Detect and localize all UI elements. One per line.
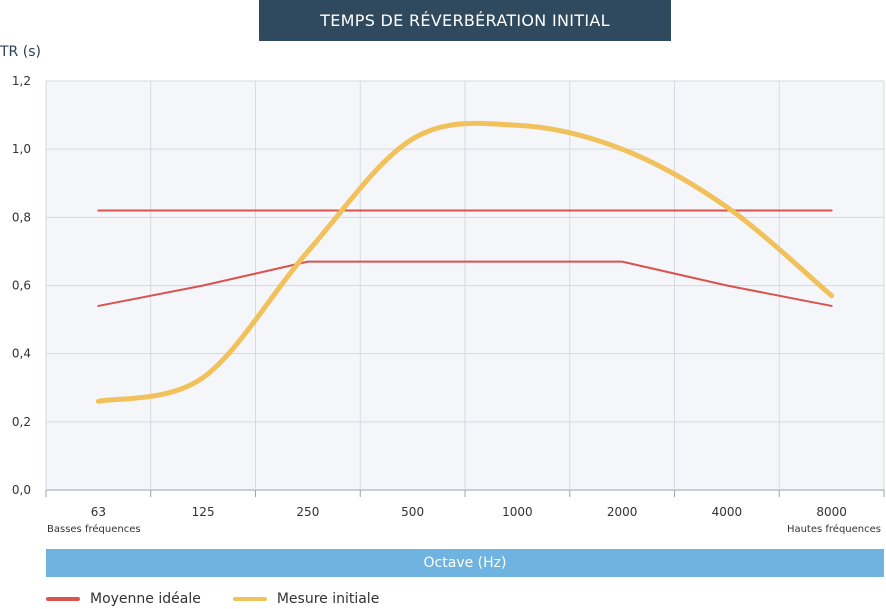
x-tick-label: 4000 [712, 505, 743, 519]
x-tick-label: 63 [91, 505, 106, 519]
grid [45, 80, 885, 497]
legend-swatch-ideal [46, 597, 80, 601]
x-tick-label: 500 [401, 505, 424, 519]
y-tick-label: 0,8 [12, 210, 31, 224]
x-tick-label: 250 [296, 505, 319, 519]
low-frequency-note: Basses fréquences [47, 524, 141, 535]
legend-label-ideal: Moyenne idéale [90, 591, 201, 607]
x-tick-label: 1000 [502, 505, 533, 519]
y-axis-label: TR (s) [0, 44, 41, 60]
y-tick-label: 1,2 [12, 74, 31, 88]
legend-item-ideal: Moyenne idéale [46, 591, 201, 607]
y-tick-label: 0,4 [12, 347, 31, 361]
legend-swatch-initial [232, 597, 267, 601]
y-tick-label: 0,0 [12, 483, 31, 497]
x-tick-label: 125 [192, 505, 215, 519]
y-tick-labels: 0,0 0,2 0,4 0,6 0,8 1,0 1,2 [12, 74, 31, 497]
series-line-2 [95, 120, 835, 404]
series-line-1 [97, 260, 833, 307]
high-frequency-note: Hautes fréquences [786, 524, 881, 535]
x-axis-label: Octave (Hz) [46, 549, 884, 577]
y-tick-label: 0,6 [12, 279, 31, 293]
x-tick-labels: 63 125 250 500 1000 2000 4000 8000 [91, 505, 847, 519]
series [95, 120, 835, 404]
x-tick-label: 2000 [607, 505, 638, 519]
y-tick-label: 0,2 [12, 415, 31, 429]
legend-item-initial: Mesure initiale [232, 591, 380, 607]
y-tick-label: 1,0 [12, 142, 31, 156]
x-tick-label: 8000 [816, 505, 847, 519]
chart-title: TEMPS DE RÉVERBÉRATION INITIAL [259, 0, 671, 41]
legend-label-initial: Mesure initiale [276, 591, 380, 607]
legend: Moyenne idéale Mesure initiale [46, 589, 411, 609]
